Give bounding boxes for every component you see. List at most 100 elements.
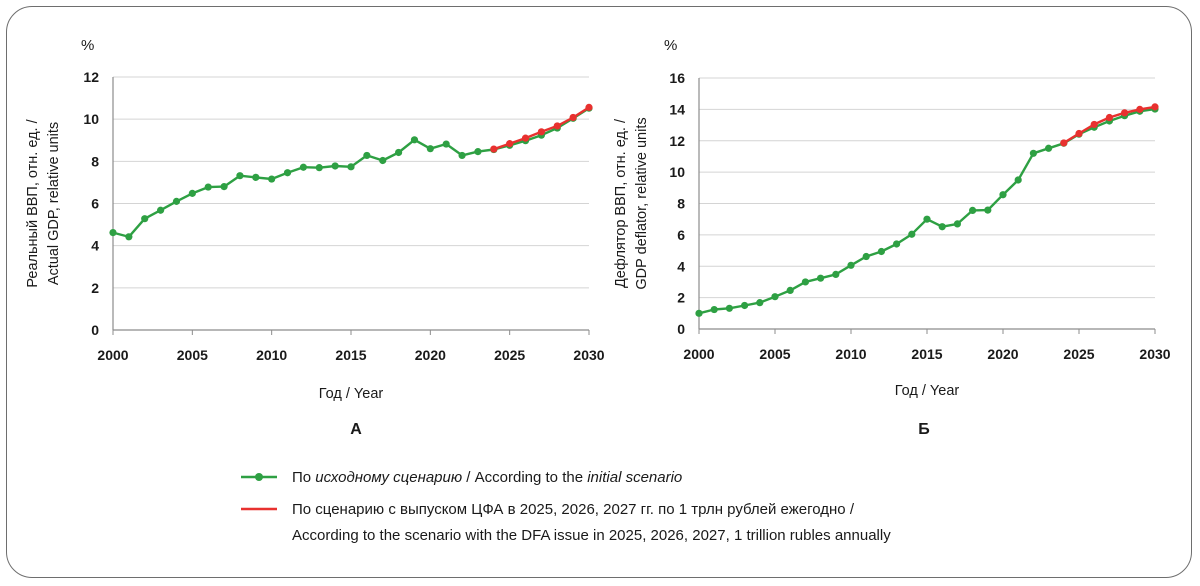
legend-item-dfa: По сценарию с выпуском ЦФА в 2025, 2026,…	[241, 501, 891, 544]
data-point-dfa	[1151, 103, 1159, 111]
data-point-initial	[474, 148, 482, 156]
data-point-initial	[410, 136, 419, 144]
chart-b: 0 2 4 6 8 10 12 14 16 2000 2005 2010 2015 2020 2025 203…	[613, 37, 1171, 438]
data-point-initial	[172, 197, 181, 205]
y-tick-label: 14	[669, 101, 685, 117]
data-point-initial	[908, 230, 916, 238]
y-tick-label: 0	[677, 321, 685, 337]
data-point-initial	[1029, 149, 1037, 157]
data-point-initial	[426, 145, 434, 153]
legend-item-initial: По исходному сценарию / According to the…	[241, 469, 682, 486]
figure-frame	[6, 6, 1192, 578]
x-tick-label: 2030	[1139, 346, 1170, 362]
y-tick-label: 6	[91, 196, 99, 212]
y-tick-label: 10	[83, 111, 99, 127]
chart-a: 0 2 4 6 8 10 12 2000 2005 2010 2015 2020 2025 2030% Ре…	[25, 37, 605, 438]
data-point-initial	[157, 206, 165, 214]
y-axis-title-line2: GDP deflator, relative units	[634, 117, 650, 289]
data-point-initial	[347, 163, 355, 171]
y-tick-label: 2	[677, 290, 685, 306]
series-line-initial	[698, 107, 1156, 315]
x-tick-label: 2000	[97, 347, 128, 363]
legend-label-initial: По исходному сценарию / According to the…	[292, 469, 682, 486]
data-point-initial	[801, 278, 810, 286]
y-tick-label: 16	[669, 70, 685, 86]
data-point-initial	[252, 173, 260, 181]
data-point-dfa	[1105, 113, 1113, 122]
data-point-initial	[756, 299, 764, 307]
data-point-dfa	[537, 128, 546, 136]
data-point-initial	[395, 148, 403, 157]
data-point-initial	[741, 301, 749, 310]
x-tick-label: 2025	[1063, 346, 1094, 362]
data-point-dfa	[521, 134, 530, 142]
data-point-initial	[999, 191, 1007, 199]
data-point-initial	[363, 151, 371, 160]
x-tick-label: 2015	[335, 347, 366, 363]
data-point-dfa	[1060, 139, 1068, 147]
panel-label: А	[350, 421, 362, 438]
data-point-initial	[817, 274, 825, 282]
data-point-dfa	[553, 122, 561, 130]
x-tick-label: 2005	[177, 347, 208, 363]
data-point-initial	[786, 286, 794, 295]
y-axis-title-line1: Дефлятор ВВП, отн. ед. /	[613, 118, 629, 288]
y-tick-label: 10	[669, 164, 685, 180]
y-unit-label: %	[81, 37, 94, 54]
y-tick-label: 12	[669, 133, 685, 149]
data-point-initial	[299, 163, 307, 171]
data-point-initial	[141, 215, 149, 223]
series-line-initial	[112, 107, 590, 239]
x-tick-label: 2005	[759, 346, 790, 362]
y-unit-label: %	[664, 37, 677, 54]
data-point-initial	[268, 175, 276, 183]
data-point-dfa	[1121, 109, 1129, 117]
data-point-initial	[725, 304, 734, 312]
data-point-initial	[283, 169, 292, 177]
data-point-initial	[204, 183, 212, 191]
x-tick-label: 2020	[987, 346, 1018, 362]
data-point-initial	[442, 140, 450, 148]
data-point-initial	[862, 252, 870, 261]
data-point-initial	[236, 172, 244, 180]
legend: По исходному сценарию / According to the…	[241, 469, 891, 544]
legend-label-dfa-line1: По сценарию с выпуском ЦФА в 2025, 2026,…	[292, 501, 855, 518]
data-point-initial	[109, 228, 117, 237]
data-point-initial	[188, 189, 196, 197]
y-axis-title-line2: Actual GDP, relative units	[46, 122, 62, 285]
data-point-initial	[832, 270, 840, 279]
data-point-initial	[847, 261, 855, 269]
y-axis-title-line1: Реальный ВВП, отн. ед. /	[25, 118, 41, 287]
x-tick-label: 2020	[415, 347, 446, 363]
data-point-dfa	[490, 145, 498, 153]
x-tick-label: 2015	[911, 346, 942, 362]
data-point-initial	[938, 223, 946, 231]
y-tick-label: 8	[677, 196, 685, 212]
x-tick-label: 2010	[835, 346, 866, 362]
data-point-initial	[771, 293, 779, 301]
data-point-dfa	[506, 140, 514, 148]
data-point-initial	[923, 215, 931, 223]
x-tick-label: 2030	[573, 347, 604, 363]
y-tick-label: 4	[91, 238, 99, 254]
legend-swatch-initial-marker	[255, 473, 263, 481]
data-point-initial	[220, 183, 228, 191]
data-point-initial	[710, 305, 718, 314]
data-point-dfa	[1090, 120, 1098, 129]
data-point-initial	[125, 233, 133, 241]
y-tick-label: 2	[91, 280, 99, 296]
y-tick-label: 6	[677, 227, 685, 243]
legend-label-dfa-line2: According to the scenario with the DFA i…	[292, 527, 891, 544]
x-axis-title: Год / Year	[319, 386, 384, 402]
x-tick-label: 2010	[256, 347, 287, 363]
data-point-initial	[1014, 176, 1022, 184]
x-tick-label: 2000	[683, 346, 714, 362]
data-point-dfa	[585, 103, 593, 111]
y-tick-label: 12	[83, 69, 99, 85]
y-tick-label: 8	[91, 153, 99, 169]
data-point-initial	[1045, 144, 1053, 152]
x-axis-title: Год / Year	[895, 383, 960, 399]
data-point-initial	[893, 240, 901, 248]
data-point-initial	[984, 206, 992, 214]
